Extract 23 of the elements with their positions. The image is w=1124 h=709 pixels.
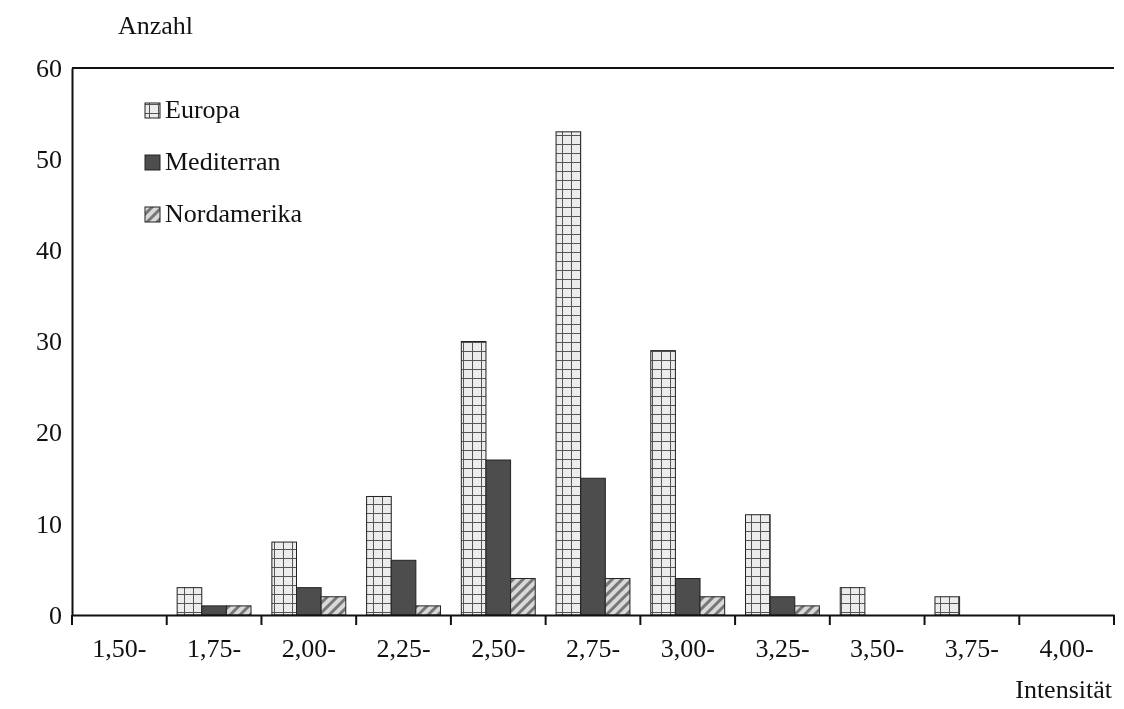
x-tick-label: 1,50- bbox=[92, 634, 147, 664]
x-tick-label: 3,00- bbox=[660, 634, 715, 664]
x-tick-label: 4,00- bbox=[1039, 634, 1094, 664]
x-tick-label: 2,00- bbox=[281, 634, 336, 664]
y-tick-label: 30 bbox=[36, 327, 62, 357]
y-tick-label: 10 bbox=[36, 509, 62, 539]
x-axis-title: Intensität bbox=[1015, 675, 1113, 704]
legend-label: Mediterran bbox=[165, 147, 281, 176]
legend-label: Nordamerika bbox=[165, 199, 303, 228]
x-tick-label: 2,75- bbox=[565, 634, 621, 664]
y-tick-label: 40 bbox=[36, 236, 62, 266]
x-tick-label: 3,50- bbox=[850, 634, 905, 664]
x-tick-label: 2,25- bbox=[376, 634, 431, 664]
x-tick-label: 3,25- bbox=[755, 634, 810, 664]
y-tick-label: 0 bbox=[49, 600, 62, 630]
x-tick-label: 2,50- bbox=[471, 634, 526, 664]
y-tick-label: 50 bbox=[36, 144, 62, 174]
x-tick-label: 3,75- bbox=[944, 634, 999, 664]
y-tick-label: 60 bbox=[36, 53, 62, 83]
x-tick-label: 1,75- bbox=[187, 634, 242, 664]
y-tick-label: 20 bbox=[36, 418, 62, 448]
legend-label: Europa bbox=[165, 95, 241, 124]
y-axis-title: Anzahl bbox=[118, 11, 194, 40]
